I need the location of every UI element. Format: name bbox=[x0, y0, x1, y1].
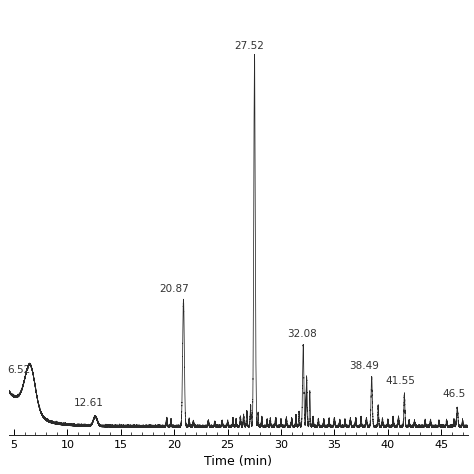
Text: 32.08: 32.08 bbox=[288, 329, 317, 339]
Text: 20.87: 20.87 bbox=[159, 284, 189, 294]
Text: 41.55: 41.55 bbox=[386, 376, 416, 386]
Text: 12.61: 12.61 bbox=[74, 398, 104, 408]
Text: 46.5: 46.5 bbox=[442, 389, 465, 399]
Text: 38.49: 38.49 bbox=[349, 361, 379, 371]
Text: 27.52: 27.52 bbox=[234, 41, 264, 51]
X-axis label: Time (min): Time (min) bbox=[204, 456, 272, 468]
Text: 6.52: 6.52 bbox=[8, 365, 31, 375]
